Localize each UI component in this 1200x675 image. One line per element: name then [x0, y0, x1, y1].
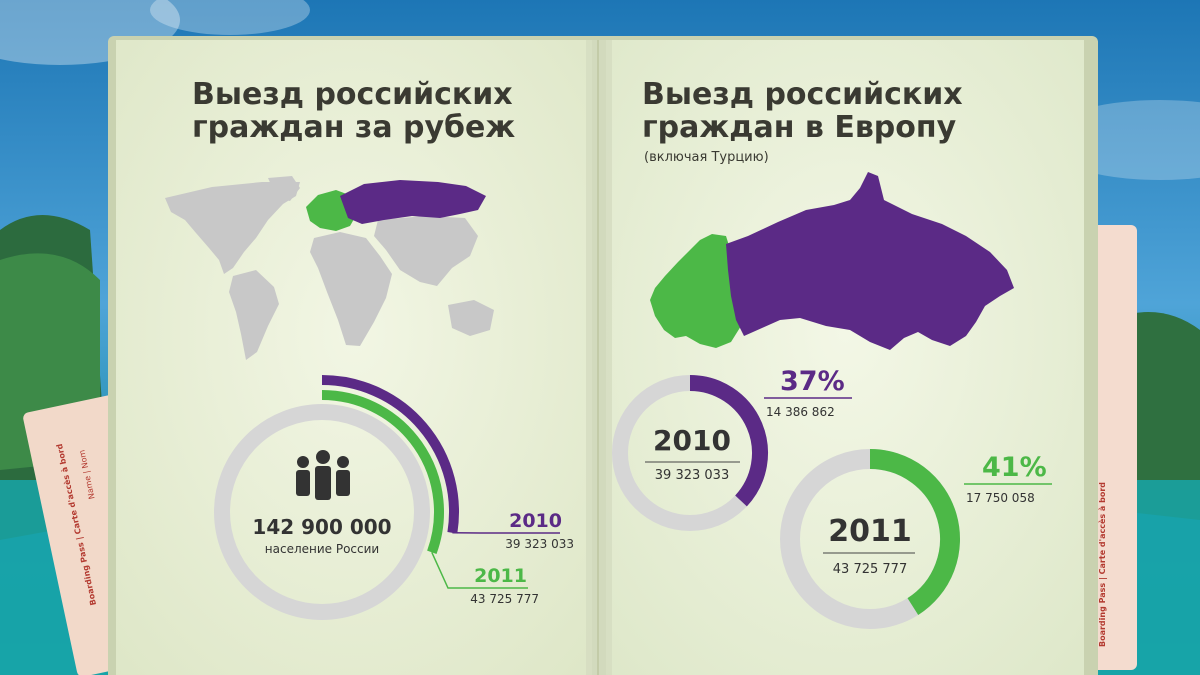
- population-label: население России: [264, 542, 380, 556]
- donut-2011-percent: 41%: [982, 452, 1047, 483]
- radial-bar-2010: [321, 375, 459, 534]
- donut-2010-year: 2010: [653, 424, 731, 457]
- passport-book: [108, 36, 1098, 675]
- map-north-america: [165, 182, 300, 274]
- donut-2010-total: 39 323 033: [654, 468, 730, 483]
- donut-2011-year: 2011: [828, 514, 912, 549]
- population-value: 142 900 000: [252, 515, 392, 539]
- donut-2011-segment: [869, 449, 961, 615]
- donut-2010-percent: 37%: [780, 366, 845, 397]
- radial-track: [214, 404, 430, 620]
- radial-bar-2011: [321, 390, 444, 555]
- map-russia: [340, 180, 486, 224]
- radial-2010-value: 39 323 033: [505, 537, 574, 551]
- right-subtitle: (включая Турцию): [644, 150, 769, 165]
- boarding-pass-right-label: Boarding Pass | Carte d'accès à bord: [1098, 481, 1108, 648]
- map-south-america: [229, 270, 279, 360]
- donut-2011-total: 43 725 777: [832, 562, 908, 577]
- left-title-line2: граждан за рубеж: [192, 110, 516, 145]
- radial-2011-year: 2011: [474, 565, 527, 587]
- map-asia: [374, 216, 478, 286]
- map-russia-detail: [726, 172, 1014, 350]
- right-title-line2: граждан в Европу: [642, 110, 957, 145]
- people-icon: [296, 450, 350, 500]
- right-title-line1: Выезд российских: [642, 77, 963, 112]
- leader-lines: [431, 532, 560, 589]
- map-greenland: [268, 176, 300, 201]
- map-africa: [310, 232, 392, 346]
- europe-russia-map: [650, 172, 1014, 350]
- donut-2010-part: 14 386 862: [766, 405, 835, 419]
- world-map: [165, 176, 494, 360]
- donut-2010-segment: [689, 375, 768, 507]
- donut-2011-part: 17 750 058: [966, 491, 1035, 505]
- radial-2011-value: 43 725 777: [470, 592, 539, 606]
- leader-line-2011: [431, 551, 528, 589]
- radial-2010-year: 2010: [509, 510, 562, 532]
- left-title-line1: Выезд российских: [192, 77, 513, 112]
- radial-bars: [321, 375, 459, 555]
- map-australia: [448, 300, 494, 336]
- map-europe-detail: [650, 234, 741, 348]
